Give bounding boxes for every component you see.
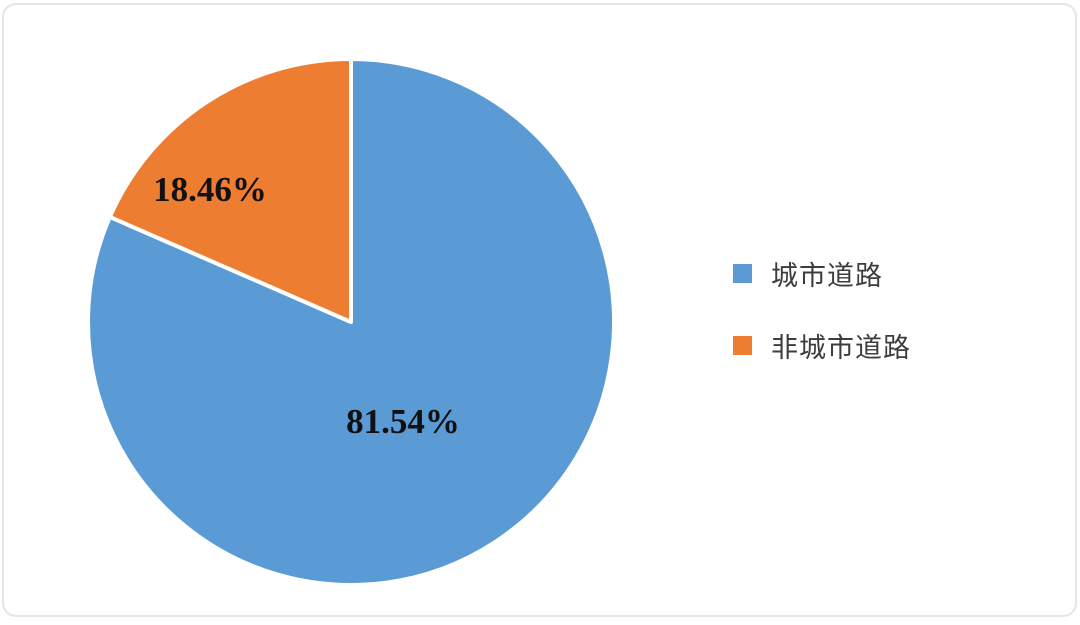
legend-label-urban-roads: 城市道路: [771, 260, 883, 291]
slice-label-non-urban-roads: 18.46%: [153, 170, 267, 209]
legend-label-non-urban-roads: 非城市道路: [771, 332, 911, 363]
pie-slice-1: [107, 57, 353, 324]
slice-label-urban-roads: 81.54%: [346, 402, 460, 441]
legend-item-non-urban-roads: 非城市道路: [733, 330, 911, 363]
pie-slice-0: [85, 57, 616, 587]
legend-swatch-urban-roads: [733, 263, 752, 283]
legend-swatch-non-urban-roads: [733, 335, 752, 355]
legend-item-urban-roads: 城市道路: [733, 258, 911, 291]
legend: 城市道路 非城市道路: [733, 258, 911, 402]
